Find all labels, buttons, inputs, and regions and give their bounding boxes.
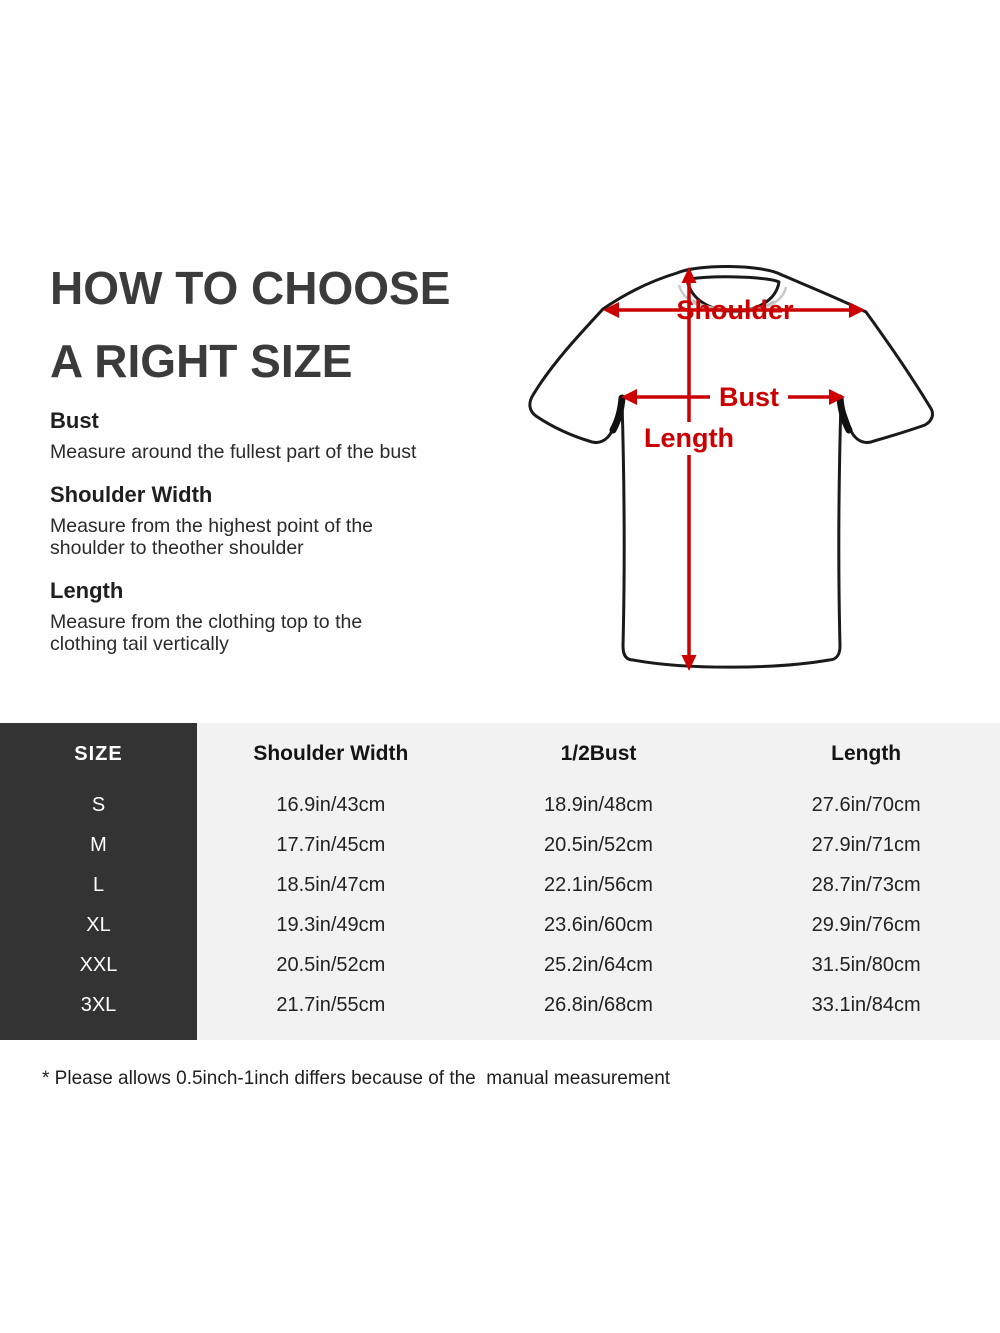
page-title-line1: HOW TO CHOOSE: [50, 262, 451, 314]
instruction-length: Length Measure from the clothing top to …: [50, 578, 500, 655]
cell-3xl-half-bust: 26.8in/68cm: [464, 985, 733, 1025]
length-arrow: [681, 267, 697, 671]
length-arrow-label: Length: [644, 423, 734, 453]
instruction-length-heading: Length: [50, 578, 124, 603]
cell-xxl-length: 31.5in/80cm: [732, 945, 1000, 985]
cell-xxl-shoulder-width: 20.5in/52cm: [197, 945, 465, 985]
cell-3xl-length: 33.1in/84cm: [732, 985, 1000, 1025]
size-label-xxl: XXL: [0, 945, 197, 985]
cell-l-half-bust: 22.1in/56cm: [464, 865, 733, 905]
cell-s-half-bust: 18.9in/48cm: [464, 785, 733, 825]
size-label-xl: XL: [0, 905, 197, 945]
size-table-spacer: [197, 1025, 465, 1040]
tshirt-outline: [528, 264, 934, 669]
instruction-shoulder-text-line2: shoulder to theother shoulder: [50, 537, 304, 559]
cell-m-shoulder-width: 17.7in/45cm: [197, 825, 465, 865]
cell-l-length: 28.7in/73cm: [732, 865, 1000, 905]
shoulder-arrow-label: Shoulder: [676, 295, 793, 325]
bust-label-backdrop: [710, 382, 788, 411]
size-table-header-size: SIZE: [0, 723, 197, 785]
cell-xl-half-bust: 23.6in/60cm: [464, 905, 733, 945]
cell-xl-shoulder-width: 19.3in/49cm: [197, 905, 465, 945]
size-label-s: S: [0, 785, 197, 825]
measurement-disclaimer: * Please allows 0.5inch-1inch differs be…: [42, 1068, 671, 1089]
instruction-bust-text: Measure around the fullest part of the b…: [50, 441, 417, 463]
size-table: SIZE Shoulder Width 1/2Bust Length S 16.…: [0, 723, 1000, 1040]
instruction-shoulder-heading: Shoulder Width: [50, 482, 213, 507]
instruction-bust-heading: Bust: [50, 408, 99, 433]
bust-arrow-label: Bust: [719, 382, 779, 412]
cell-m-half-bust: 20.5in/52cm: [464, 825, 733, 865]
cell-m-length: 27.9in/71cm: [732, 825, 1000, 865]
instruction-shoulder-text-line1: Measure from the highest point of the: [50, 515, 374, 537]
size-label-m: M: [0, 825, 197, 865]
size-table-spacer: [464, 1025, 733, 1040]
size-table-header-length: Length: [732, 723, 1000, 785]
instruction-length-text-line1: Measure from the clothing top to the: [50, 611, 363, 633]
size-table-spacer: [0, 1025, 197, 1040]
cell-s-shoulder-width: 16.9in/43cm: [197, 785, 465, 825]
size-table-header-half-bust: 1/2Bust: [464, 723, 733, 785]
size-label-l: L: [0, 865, 197, 905]
cell-3xl-shoulder-width: 21.7in/55cm: [197, 985, 465, 1025]
instruction-shoulder-width: Shoulder Width Measure from the highest …: [50, 482, 500, 559]
size-table-header-shoulder-width: Shoulder Width: [197, 723, 465, 785]
instruction-length-text-line2: clothing tail vertically: [50, 633, 229, 655]
cell-l-shoulder-width: 18.5in/47cm: [197, 865, 465, 905]
cell-xl-length: 29.9in/76cm: [732, 905, 1000, 945]
cell-s-length: 27.6in/70cm: [732, 785, 1000, 825]
page-title: HOW TO CHOOSE A RIGHT SIZE: [50, 252, 450, 398]
length-label-backdrop: [648, 422, 732, 455]
instruction-bust: Bust Measure around the fullest part of …: [50, 408, 500, 463]
measurement-instructions: Bust Measure around the fullest part of …: [50, 408, 500, 674]
shoulder-arrow: [603, 302, 865, 318]
cell-xxl-half-bust: 25.2in/64cm: [464, 945, 733, 985]
tshirt-measurement-diagram: Shoulder Bust Length: [510, 250, 980, 690]
size-label-3xl: 3XL: [0, 985, 197, 1025]
size-table-spacer: [732, 1025, 1000, 1040]
page-title-line2: A RIGHT SIZE: [50, 335, 353, 387]
